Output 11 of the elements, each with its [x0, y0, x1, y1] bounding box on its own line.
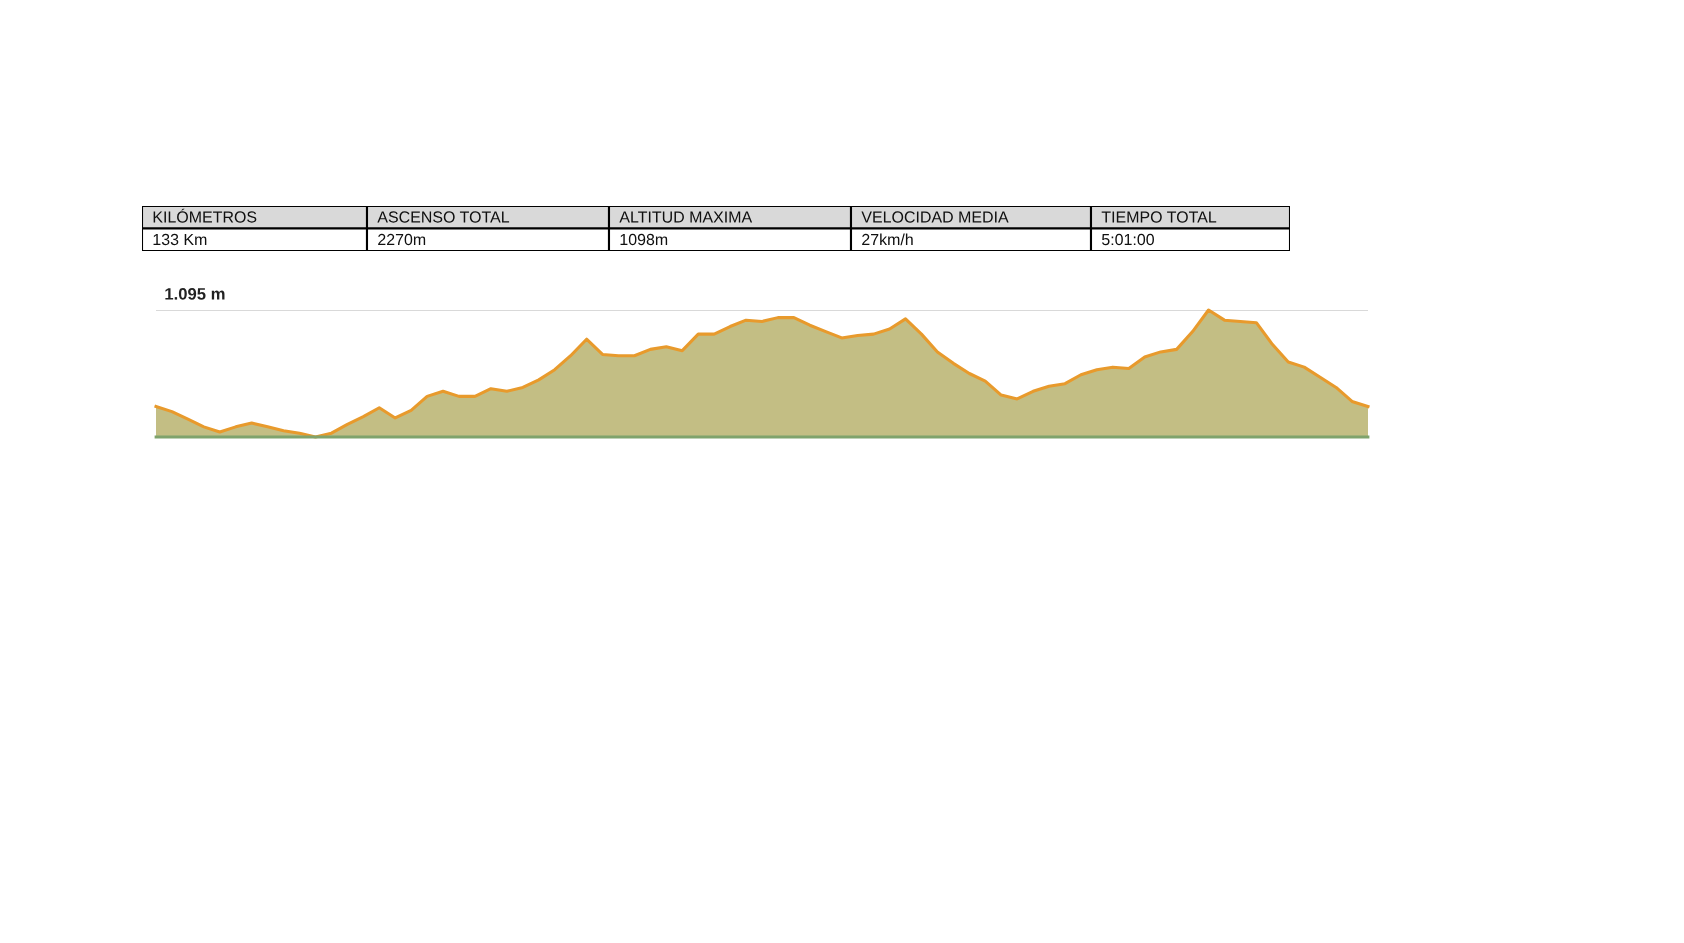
text: 2270m: [378, 233, 426, 246]
text: VELOCIDAD MEDIA: [861, 211, 1009, 223]
ref-line-label: 1.095 m: [165, 287, 225, 300]
text: 133 Km: [153, 233, 207, 246]
text: KILÓMETROS: [153, 208, 257, 223]
text: 5:01:00: [1101, 233, 1154, 246]
text: ASCENSO TOTAL: [377, 211, 510, 223]
text: TIEMPO TOTAL: [1101, 211, 1217, 223]
text: 27km/h: [862, 233, 913, 246]
text: 1098m: [620, 233, 668, 246]
text: ALTITUD MAXIMA: [619, 211, 753, 223]
